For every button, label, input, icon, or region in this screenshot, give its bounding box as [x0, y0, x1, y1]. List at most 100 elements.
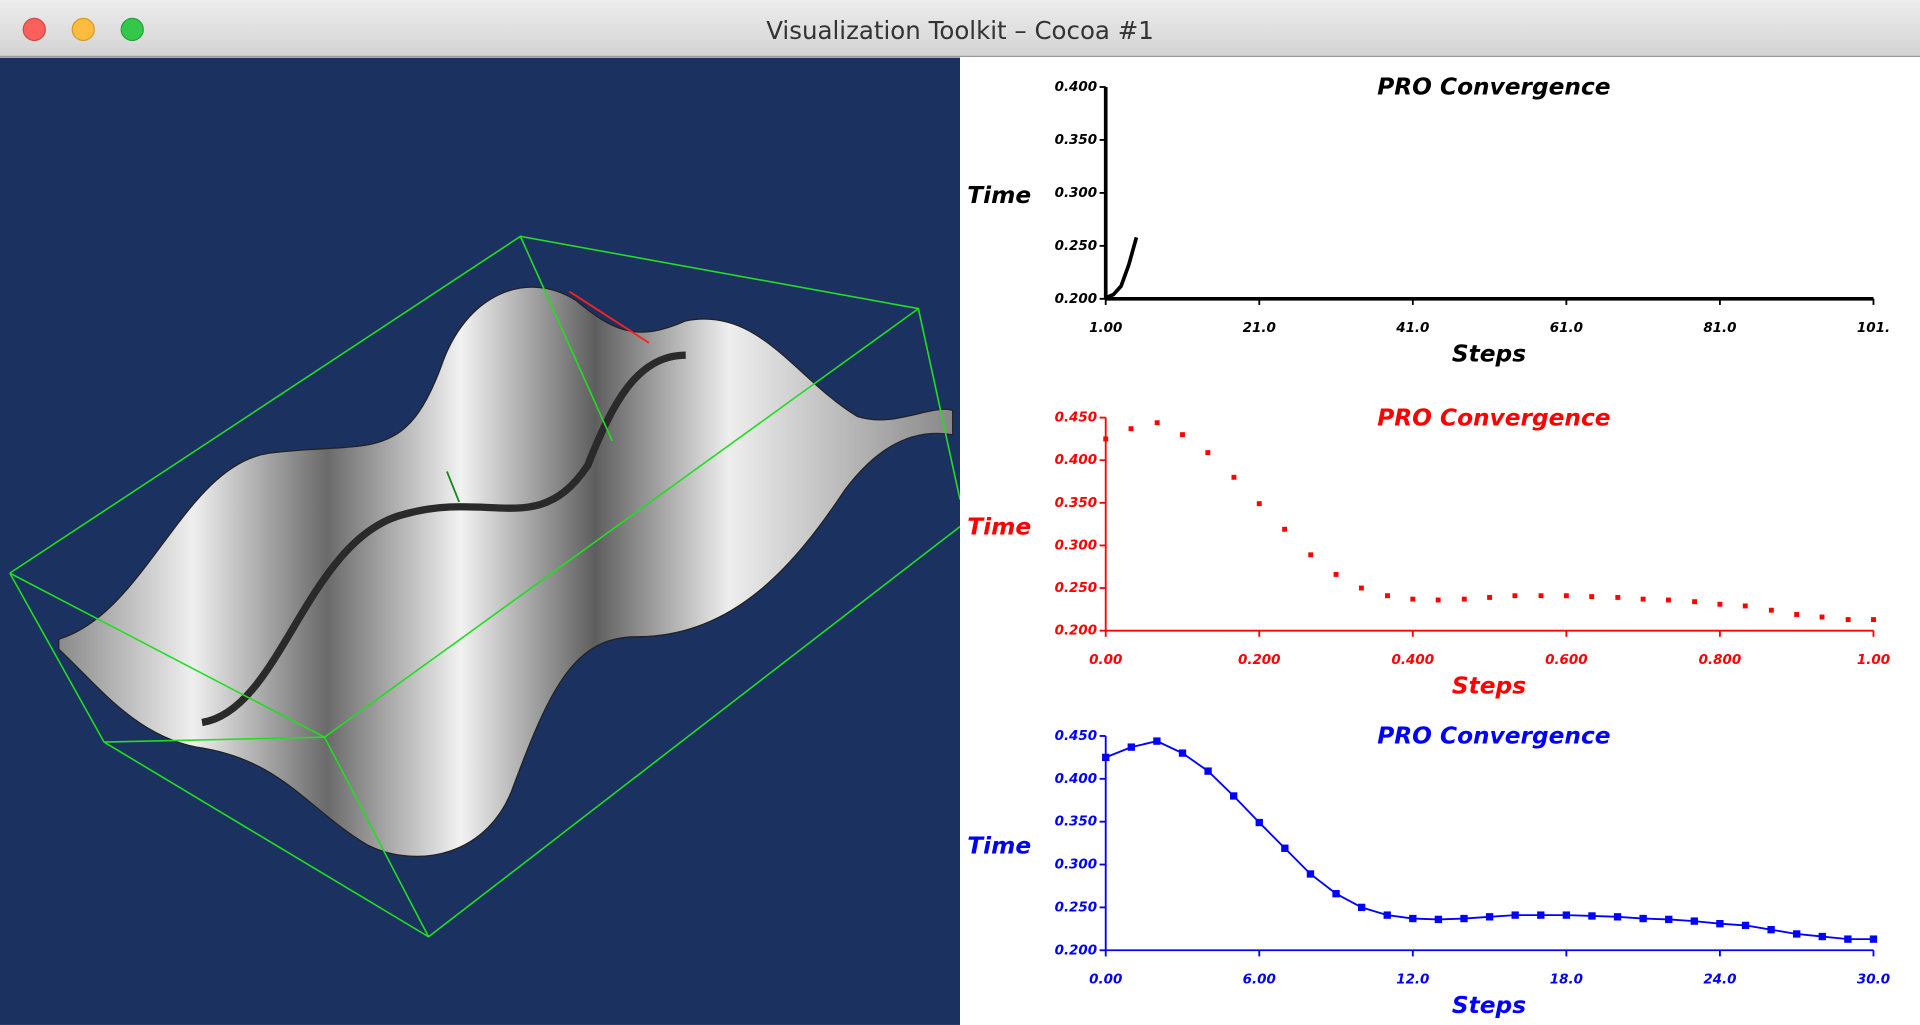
x-axis-label: Steps	[1452, 672, 1526, 699]
data-point	[1641, 597, 1646, 602]
x-tick-label: 18.0	[1550, 973, 1583, 988]
data-point	[1691, 917, 1698, 924]
data-point	[1666, 598, 1671, 603]
data-point	[1155, 420, 1160, 425]
data-point	[1512, 911, 1519, 918]
x-tick-label: 0.200	[1238, 653, 1281, 668]
y-axis-label: Time	[967, 832, 1031, 859]
y-tick-label: 0.400	[1055, 453, 1098, 468]
data-point	[1692, 599, 1697, 604]
data-point	[1793, 930, 1800, 937]
data-point	[1103, 436, 1108, 441]
data-point	[1767, 926, 1774, 933]
y-tick-label: 0.250	[1055, 900, 1098, 915]
data-point	[1358, 904, 1365, 911]
data-point	[1179, 749, 1186, 756]
data-point	[1589, 594, 1594, 599]
data-point	[1665, 916, 1672, 923]
data-point	[1539, 593, 1544, 598]
data-point	[1307, 870, 1314, 877]
x-tick-label: 24.0	[1703, 973, 1736, 988]
data-point	[1385, 593, 1390, 598]
x-tick-label: 1.00	[1089, 321, 1122, 336]
data-point	[1615, 595, 1620, 600]
data-point	[1743, 603, 1748, 608]
data-point	[1769, 608, 1774, 613]
x-tick-label: 0.800	[1699, 653, 1742, 668]
y-tick-label: 0.350	[1055, 133, 1098, 148]
x-tick-label: 0.00	[1089, 973, 1122, 988]
data-point	[1512, 593, 1517, 598]
data-point	[1257, 501, 1262, 506]
x-tick-label: 12.0	[1396, 973, 1429, 988]
x-tick-label: 0.400	[1392, 653, 1435, 668]
y-tick-label: 0.400	[1055, 80, 1098, 95]
data-point	[1564, 593, 1569, 598]
data-point	[1128, 743, 1135, 750]
data-point	[1846, 617, 1851, 622]
close-button[interactable]	[23, 18, 45, 40]
data-point	[1487, 595, 1492, 600]
data-point	[1870, 935, 1877, 942]
data-point	[1409, 915, 1416, 922]
x-tick-label: 1.00	[1857, 653, 1890, 668]
y-axis-label: Time	[967, 513, 1031, 540]
data-point	[1180, 432, 1185, 437]
data-point	[1462, 597, 1467, 602]
window: Visualization Toolkit – Cocoa #1 PRO Con…	[0, 0, 1920, 1025]
window-title: Visualization Toolkit – Cocoa #1	[766, 16, 1154, 45]
data-point	[1205, 450, 1210, 455]
data-point	[1102, 754, 1109, 761]
data-point	[1639, 915, 1646, 922]
data-point	[1871, 617, 1876, 622]
data-point	[1794, 612, 1799, 617]
page: {"window": {"title": "Visualization Tool…	[0, 0, 1920, 1025]
zoom-button[interactable]	[121, 18, 143, 40]
data-point	[1204, 767, 1211, 774]
y-tick-label: 0.350	[1055, 496, 1098, 511]
data-point	[1588, 912, 1595, 919]
data-point	[1563, 911, 1570, 918]
data-point	[1129, 426, 1134, 431]
data-point	[1282, 527, 1287, 532]
x-axis-label: Steps	[1452, 992, 1526, 1019]
data-point	[1820, 615, 1825, 620]
x-tick-label: 0.600	[1545, 653, 1588, 668]
y-tick-label: 0.300	[1055, 186, 1098, 201]
y-axis-label: Time	[967, 182, 1031, 209]
render-view	[0, 58, 960, 1025]
data-point	[1435, 916, 1442, 923]
y-tick-label: 0.350	[1055, 815, 1098, 830]
x-tick-label: 21.0	[1243, 321, 1276, 336]
y-tick-label: 0.400	[1055, 772, 1098, 787]
minimize-button[interactable]	[72, 18, 94, 40]
chart-title: PRO Convergence	[1377, 74, 1610, 101]
x-tick-label: 30.0	[1857, 973, 1890, 988]
x-tick-label: 61.0	[1550, 321, 1583, 336]
data-point	[1231, 475, 1236, 480]
y-tick-label: 0.200	[1055, 624, 1098, 639]
data-point	[1230, 792, 1237, 799]
data-point	[1334, 572, 1339, 577]
x-tick-label: 41.0	[1395, 321, 1429, 336]
data-point	[1844, 935, 1851, 942]
x-axis-label: Steps	[1452, 341, 1526, 368]
chart-title: PRO Convergence	[1377, 404, 1610, 431]
x-tick-label: 101.	[1857, 321, 1890, 336]
data-point	[1716, 920, 1723, 927]
data-point	[1359, 586, 1364, 591]
data-point	[1436, 598, 1441, 603]
chart-title: PRO Convergence	[1377, 723, 1610, 750]
data-point	[1537, 911, 1544, 918]
y-tick-label: 0.200	[1055, 292, 1098, 307]
data-point	[1486, 913, 1493, 920]
y-tick-label: 0.450	[1055, 411, 1098, 426]
data-point	[1256, 819, 1263, 826]
y-tick-label: 0.200	[1055, 943, 1098, 958]
data-point	[1410, 597, 1415, 602]
data-point	[1717, 602, 1722, 607]
data-point	[1332, 890, 1339, 897]
data-point	[1153, 737, 1160, 744]
data-point	[1308, 552, 1313, 557]
x-tick-label: 6.00	[1243, 973, 1276, 988]
